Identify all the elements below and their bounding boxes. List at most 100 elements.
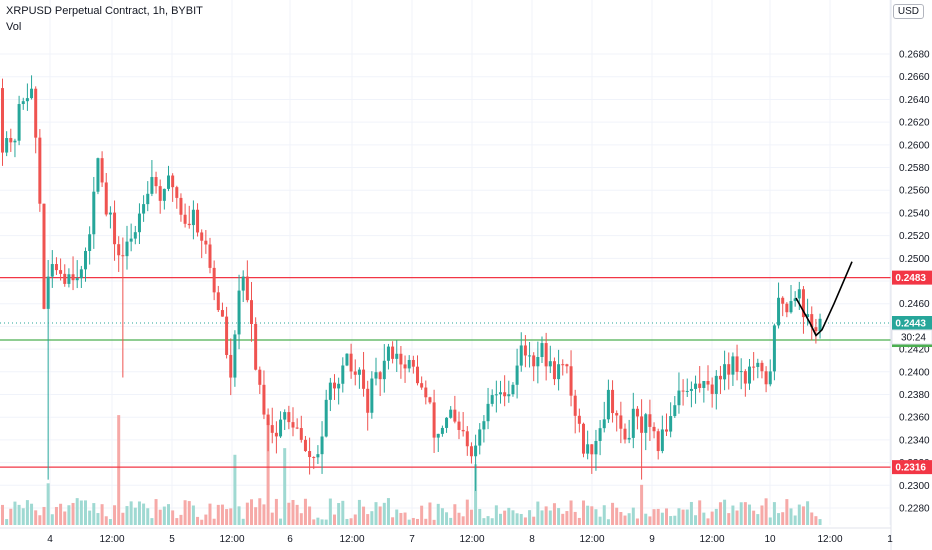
volume-bar (469, 509, 473, 525)
y-tick-label: 0.2640 (899, 95, 930, 106)
volume-bar (1, 504, 4, 525)
volume-bar (465, 499, 469, 525)
candle-body (233, 334, 237, 378)
volume-bar (436, 503, 440, 525)
candle-body (536, 356, 540, 367)
volume-bar (88, 510, 92, 525)
volume-bar (635, 518, 639, 525)
candle-body (440, 427, 444, 434)
candle-body (623, 428, 627, 440)
candle-body (694, 383, 698, 389)
candle-body (34, 88, 38, 138)
candle-body (378, 372, 382, 380)
candle-body (295, 427, 299, 429)
volume-bar (220, 504, 224, 525)
y-tick-label: 0.2600 (899, 140, 930, 151)
candle-body (21, 101, 25, 105)
volume-bar (644, 513, 648, 525)
candle-body (756, 362, 760, 367)
candle-body (723, 364, 727, 380)
volume-bar (25, 500, 29, 525)
volume-bar (196, 516, 200, 525)
volume-bar (640, 484, 644, 525)
volume-bar (818, 519, 822, 525)
y-tick-label: 0.2300 (899, 481, 930, 492)
candle-body (96, 158, 100, 192)
candle-body (507, 394, 511, 397)
volume-bar (191, 505, 195, 525)
candle-body (631, 408, 635, 438)
volume-bar (129, 501, 133, 525)
volume-bar (391, 517, 395, 525)
volume-bar (656, 508, 660, 525)
volume-bar (689, 501, 693, 525)
x-tick-label: 12:00 (817, 534, 842, 545)
candle-body (665, 429, 668, 432)
volume-bar (137, 501, 141, 525)
volume-bar (287, 502, 291, 525)
candle-body (216, 292, 220, 311)
candle-body (619, 415, 623, 429)
volume-bar (731, 505, 735, 525)
volume-bar (328, 498, 332, 525)
volume-bar (801, 506, 805, 525)
volume-bar (478, 508, 482, 525)
volume-bar (175, 518, 179, 525)
candle-body (137, 213, 141, 233)
volume-bar (154, 499, 158, 525)
currency-badge[interactable]: USD (892, 4, 924, 19)
volume-bar (316, 517, 320, 525)
candle-body (328, 382, 332, 400)
volume-bar (17, 504, 21, 525)
volume-bar (13, 501, 17, 525)
volume-bar (499, 513, 502, 525)
x-tick-label: 4 (47, 534, 53, 545)
candle-body (79, 269, 83, 279)
volume-bar (561, 513, 565, 525)
candle-body (17, 104, 21, 141)
volume-bar (146, 508, 150, 525)
volume-bar (623, 515, 627, 525)
candle-body (681, 390, 685, 392)
volume-bar (631, 507, 635, 525)
candle-body (316, 454, 320, 458)
candle-body (50, 264, 54, 277)
volume-bar (59, 503, 63, 525)
volume-bar (5, 519, 9, 525)
candle-body (250, 300, 253, 325)
volume-bar (698, 500, 702, 525)
volume-bar (718, 502, 722, 525)
volume-bar (370, 511, 374, 525)
volume-bar (515, 513, 519, 525)
candle-body (204, 240, 208, 245)
candle-body (312, 457, 316, 459)
volume-bar (50, 514, 54, 525)
candle-body (25, 98, 29, 102)
volume-bar (333, 514, 336, 525)
volume-bar (250, 499, 253, 525)
volume-bar (781, 512, 785, 525)
volume-bar (162, 506, 166, 525)
y-tick-label: 0.2580 (899, 163, 930, 174)
candle-body (457, 421, 461, 430)
candle-body (760, 362, 764, 372)
volume-bar (92, 503, 96, 525)
volume-bar (245, 502, 249, 525)
candle-body (274, 432, 278, 437)
countdown-bg (891, 329, 932, 345)
volume-bar (457, 512, 461, 525)
candle-body (590, 444, 594, 455)
candle-body (768, 371, 772, 385)
candle-body (772, 325, 776, 372)
candle-body (416, 366, 419, 384)
candle-body (129, 238, 133, 242)
y-tick-label: 0.2340 (899, 435, 930, 446)
candle-body (104, 182, 108, 215)
volume-bar (337, 503, 341, 525)
volume-bar (606, 519, 610, 525)
candle-body (739, 371, 743, 373)
candle-body (660, 429, 664, 452)
x-tick-label: 7 (409, 534, 415, 545)
candle-body (503, 392, 507, 397)
